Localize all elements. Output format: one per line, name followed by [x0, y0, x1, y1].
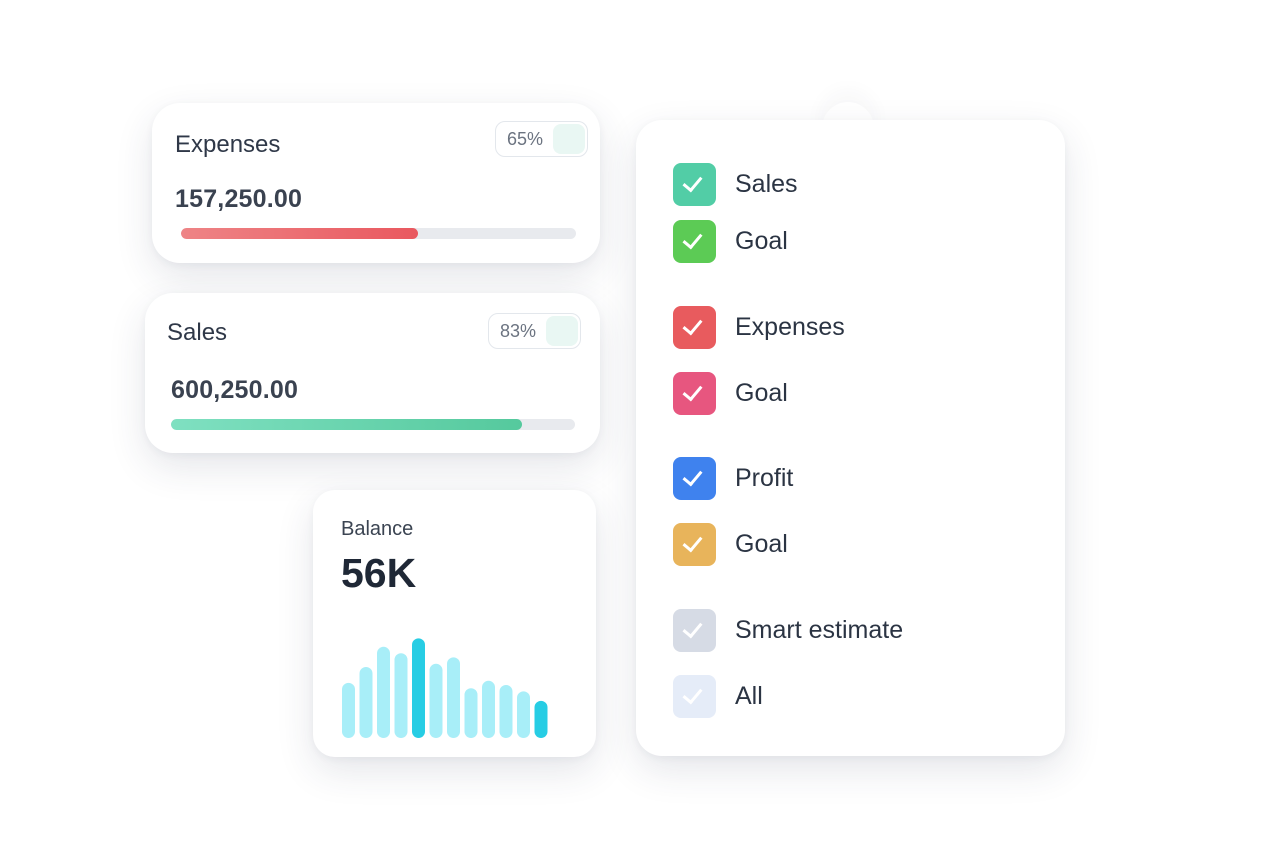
legend-item[interactable]: Goal	[673, 371, 788, 415]
checkbox-check-icon[interactable]	[673, 456, 716, 500]
balance-bar	[429, 663, 443, 738]
checkbox-check-icon[interactable]	[673, 371, 716, 415]
checkbox-check-icon[interactable]	[673, 162, 716, 206]
sales-title: Sales	[167, 319, 228, 346]
toggle-knob	[553, 124, 585, 154]
expenses-percent-label: 65%	[507, 128, 544, 149]
checkbox-check-icon[interactable]	[673, 522, 716, 566]
legend-item[interactable]: Profit	[673, 456, 793, 500]
legend-item-label: Expenses	[735, 312, 845, 341]
legend-panel: Sales Goal Expenses Goal Profit Goal Smart est…	[636, 120, 1065, 756]
legend-item[interactable]: Sales	[673, 162, 798, 206]
sales-percent-label: 83%	[500, 320, 537, 341]
legend-item[interactable]: All	[673, 674, 763, 718]
expenses-percent-toggle[interactable]: 65%	[495, 121, 588, 157]
sales-value: 600,250.00	[171, 376, 299, 404]
sales-progress-fill	[171, 419, 523, 430]
expenses-value: 157,250.00	[175, 185, 303, 213]
expenses-card: Expenses 65% 157,250.00	[152, 103, 600, 263]
balance-bar	[447, 657, 460, 738]
balance-bar	[464, 688, 478, 738]
legend-item[interactable]: Smart estimate	[673, 608, 903, 652]
legend-item-label: Goal	[735, 226, 788, 255]
legend-item[interactable]: Goal	[673, 219, 788, 263]
legend-item[interactable]: Goal	[673, 522, 788, 566]
balance-bar	[482, 680, 495, 738]
sales-progress-bar	[171, 419, 575, 430]
sales-percent-toggle[interactable]: 83%	[488, 313, 581, 349]
legend-item-label: Smart estimate	[735, 615, 904, 644]
balance-value: 56K	[341, 550, 417, 596]
legend-item-label: Sales	[735, 169, 798, 198]
balance-bar	[342, 682, 355, 738]
balance-title: Balance	[341, 518, 414, 540]
legend-item-label: Goal	[735, 529, 788, 558]
legend-item-label: Goal	[735, 378, 788, 407]
balance-bar	[377, 646, 390, 738]
balance-bar-chart	[342, 638, 548, 738]
checkbox-check-icon[interactable]	[673, 608, 716, 652]
balance-bar	[359, 667, 373, 738]
checkbox-check-icon[interactable]	[673, 674, 716, 718]
balance-bar	[412, 638, 425, 738]
balance-bar	[394, 653, 408, 738]
legend-item[interactable]: Expenses	[673, 305, 845, 349]
legend-item-label: Profit	[735, 463, 794, 492]
expenses-progress-bar	[181, 228, 576, 239]
expenses-title: Expenses	[175, 131, 281, 158]
legend-item-label: All	[735, 681, 763, 710]
checkbox-check-icon[interactable]	[673, 219, 716, 263]
balance-bar	[517, 691, 530, 738]
balance-bar	[534, 700, 548, 738]
sales-card: Sales 83% 600,250.00	[145, 293, 600, 453]
expenses-progress-fill	[181, 228, 418, 239]
balance-card: Balance 56K	[313, 490, 596, 757]
toggle-knob	[546, 316, 578, 346]
checkbox-check-icon[interactable]	[673, 305, 716, 349]
balance-bar	[499, 685, 513, 738]
